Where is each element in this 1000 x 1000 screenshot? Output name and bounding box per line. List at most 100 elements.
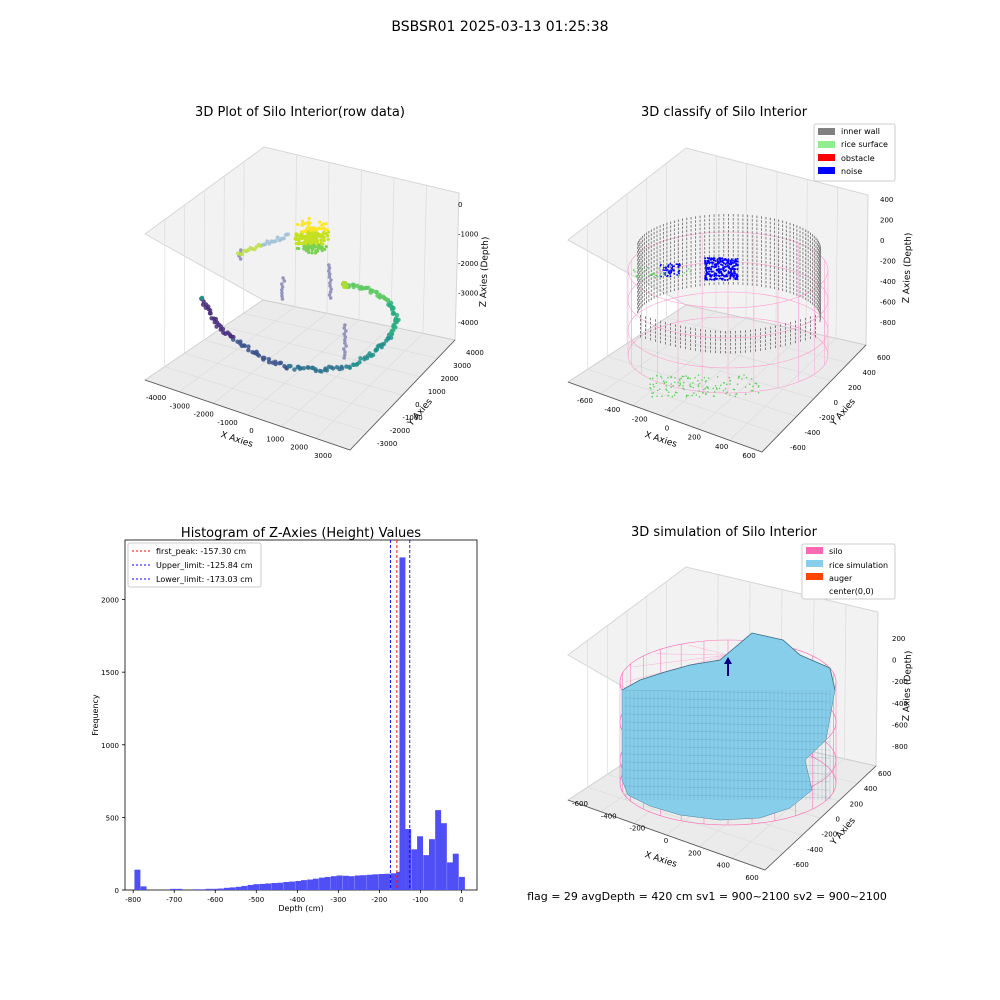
panel2-y-tick-label: -200 (819, 414, 835, 422)
scatter-point (297, 242, 301, 246)
inner-wall-point (699, 235, 701, 239)
inner-wall-point (637, 274, 639, 278)
histogram-bar (259, 883, 266, 890)
rice-surface-point (685, 396, 688, 398)
inner-wall-point (816, 291, 818, 294)
panel2-x-axis-line (567, 381, 763, 453)
rice-surface-point (649, 388, 652, 390)
inner-wall-point (682, 278, 683, 282)
scatter-point (273, 361, 278, 367)
inner-wall-point (796, 241, 798, 244)
scatter-point (303, 236, 307, 240)
inner-wall-point (650, 289, 652, 292)
inner-wall-point (646, 240, 648, 244)
inner-wall-point (747, 270, 749, 274)
inner-wall-point (666, 238, 668, 242)
scatter-point (329, 278, 333, 282)
inner-wall-point (815, 289, 817, 292)
inner-wall-point (686, 261, 688, 265)
legend-label-first-peak: first_peak: -157.30 cm (156, 547, 246, 556)
surface-mesh-line (623, 721, 831, 727)
inner-wall-point (813, 291, 815, 295)
inner-wall-point (747, 246, 749, 250)
inner-wall-point (765, 260, 767, 264)
inner-wall-point (785, 249, 787, 253)
x-tick-label: -200 (371, 896, 387, 904)
inner-wall-point (765, 335, 766, 339)
inner-wall-point (686, 225, 688, 229)
legend-swatch-auger (806, 573, 823, 580)
panel2-x-tick-label: 0 (665, 425, 669, 433)
noise-point (727, 270, 730, 273)
inner-wall-point (785, 221, 787, 225)
rice-surface-point (667, 391, 670, 393)
histogram-bar (241, 885, 248, 890)
inner-wall-point (662, 239, 664, 243)
noise-point (717, 268, 720, 271)
scatter-point (388, 300, 394, 306)
rice-surface-point (702, 391, 704, 394)
inner-wall-point (805, 317, 806, 321)
panel4-y-tick-label: 0 (836, 816, 840, 824)
noise-point (714, 263, 717, 266)
inner-wall-point (800, 319, 801, 322)
inner-wall-point (796, 273, 798, 276)
noise-point (707, 273, 710, 276)
inner-wall-point (705, 341, 706, 345)
noise-point (729, 268, 732, 271)
inner-wall-point (742, 246, 744, 249)
inner-wall-point (785, 339, 786, 342)
inner-wall-point (670, 339, 671, 342)
silo-roof-line (633, 654, 729, 667)
inner-wall-point (790, 337, 791, 341)
inner-wall-point (796, 257, 798, 260)
inner-wall-point (742, 234, 744, 237)
noise-point (669, 275, 672, 278)
inner-wall-point (799, 246, 801, 250)
inner-wall-point (686, 285, 688, 289)
inner-wall-point (725, 342, 726, 346)
inner-wall-point (793, 263, 795, 267)
inner-wall-point (690, 260, 692, 264)
inner-wall-point (682, 258, 683, 262)
inner-wall-point (782, 264, 784, 267)
rice-surface-point (695, 394, 698, 396)
inner-wall-point (713, 254, 715, 257)
inner-wall-point (819, 257, 821, 261)
inner-wall-point (662, 223, 664, 227)
histogram-bar (229, 887, 236, 890)
inner-wall-point (640, 289, 642, 292)
noise-point (671, 264, 673, 266)
inner-wall-point (815, 281, 817, 284)
inner-wall-point (805, 233, 807, 236)
inner-wall-point (737, 234, 739, 237)
inner-wall-point (813, 255, 815, 259)
inner-wall-point (718, 222, 720, 225)
noise-point (666, 265, 669, 268)
panel4-rice-simulation-surface (621, 632, 836, 821)
inner-wall-point (785, 225, 787, 229)
noise-point (736, 264, 739, 267)
noise-point (710, 270, 713, 273)
inner-wall-point (704, 243, 706, 246)
inner-wall-point (735, 342, 736, 346)
rice-surface-point (671, 395, 674, 398)
inner-wall-point (710, 334, 711, 337)
legend-label-noise: noise (841, 167, 862, 176)
panel2-title: 3D classify of Silo Interior (641, 105, 808, 120)
inner-wall-point (737, 242, 739, 245)
inner-wall-point (740, 350, 741, 354)
inner-wall-point (653, 256, 655, 259)
scatter-point (209, 316, 214, 321)
inner-wall-point (807, 263, 809, 266)
inner-wall-point (760, 216, 762, 219)
panel4-z-tick-label: -200 (892, 678, 908, 686)
inner-wall-point (708, 250, 710, 254)
scatter-point (320, 223, 324, 227)
inner-wall-point (686, 241, 688, 245)
inner-wall-point (723, 254, 725, 257)
noise-point (714, 277, 717, 280)
inner-wall-point (778, 247, 780, 250)
inner-wall-point (710, 346, 711, 349)
